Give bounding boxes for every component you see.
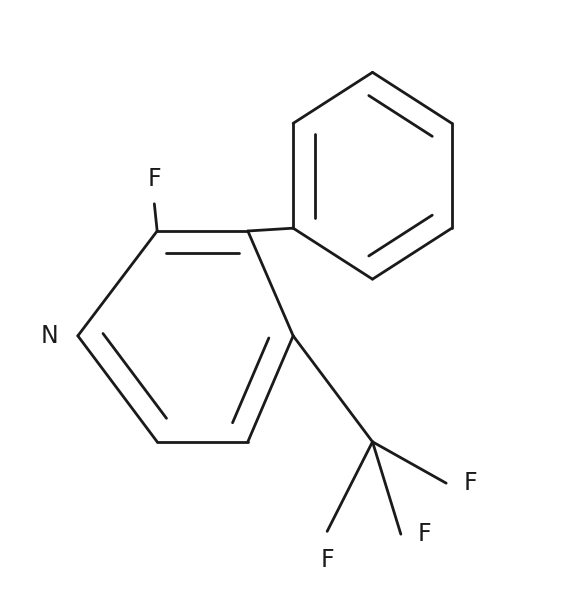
- Text: F: F: [418, 522, 431, 546]
- Text: F: F: [463, 471, 477, 495]
- Text: N: N: [40, 324, 58, 348]
- Text: F: F: [148, 167, 161, 191]
- Text: F: F: [320, 548, 334, 572]
